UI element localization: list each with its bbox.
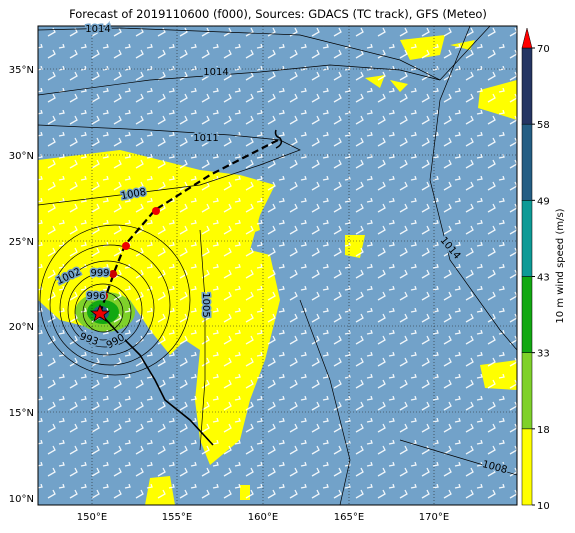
colorbar-tick-label: 70 xyxy=(537,44,550,55)
lat-label: 35°N xyxy=(9,65,34,76)
lat-label: 15°N xyxy=(9,408,34,419)
lon-label: 150°E xyxy=(77,512,107,523)
isobar-label: 1014 xyxy=(203,67,228,78)
isobar-label: 996 xyxy=(86,291,105,302)
isobar-label: 1005 xyxy=(200,292,211,317)
tc-track xyxy=(89,129,283,446)
colorbar-segment xyxy=(521,428,533,506)
colorbar-tick-label: 18 xyxy=(537,425,550,436)
isobar-label: 999 xyxy=(90,268,109,279)
colorbar-tick-label: 49 xyxy=(537,196,550,207)
colorbar-extend xyxy=(521,27,533,49)
graticule xyxy=(38,26,517,505)
colorbar-segment xyxy=(521,123,533,201)
colorbar-segment xyxy=(521,200,533,277)
lon-label: 160°E xyxy=(248,512,278,523)
colorbar-tick-label: 10 xyxy=(537,501,550,512)
map-frame xyxy=(37,25,518,506)
isobar-label: 1011 xyxy=(193,133,218,144)
title: Forecast of 2019110600 (f000), Sources: … xyxy=(69,7,487,21)
lat-label: 30°N xyxy=(9,151,34,162)
lat-label: 10°N xyxy=(9,494,34,505)
colorbar-tick-label: 33 xyxy=(537,349,550,360)
lat-label: 25°N xyxy=(9,237,34,248)
map xyxy=(38,26,517,505)
lon-label: 155°E xyxy=(162,512,192,523)
colorbar-tick-label: 58 xyxy=(537,120,550,131)
lon-label: 170°E xyxy=(419,512,449,523)
colorbar-segment xyxy=(521,47,533,125)
colorbar-segment xyxy=(521,276,533,353)
isobar-label: 1014 xyxy=(85,24,110,35)
lon-label: 165°E xyxy=(334,512,364,523)
isobars xyxy=(38,26,517,505)
colorbar-tick-label: 43 xyxy=(537,273,550,284)
colorbar-label: 10 m wind speed (m/s) xyxy=(555,208,566,323)
lat-label: 20°N xyxy=(9,322,34,333)
colorbar-segment xyxy=(521,352,533,430)
